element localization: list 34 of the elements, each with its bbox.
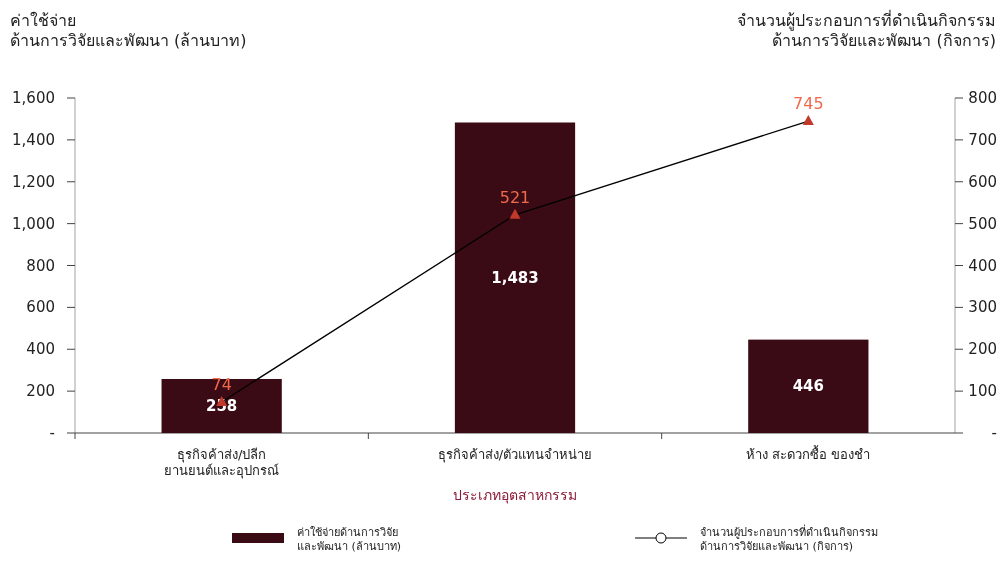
y2-tick-label: -: [991, 424, 997, 442]
y-tick-label: 200: [26, 382, 55, 401]
y-tick-label: 400: [26, 340, 55, 359]
y-tick-label: 1,000: [12, 214, 55, 233]
y2-tick-label: 800: [968, 89, 997, 107]
y2-tick-label: 600: [968, 172, 997, 191]
y-tick-label: 1,400: [12, 130, 55, 149]
y2-axis-title: จำนวนผู้ประกอบการที่ดำเนินกิจกรรม ด้านการวิจัยและพัฒนา (กิจการ): [737, 9, 996, 50]
y-tick-label: 600: [26, 298, 55, 317]
y-tick-label: 1,200: [12, 172, 55, 191]
x-tick-label: ธุรกิจค้าส่ง/ตัวแทนจำหน่าย: [437, 447, 593, 463]
y2-tick-label: 200: [968, 340, 997, 359]
y2-tick-label: 700: [968, 130, 997, 149]
data-label: 446: [792, 377, 824, 396]
y-axis-title: ค่าใช้จ่าย ด้านการวิจัยและพัฒนา (ล้านบาท): [10, 11, 247, 50]
y2-tick-label: 100: [968, 382, 997, 401]
bar: [454, 122, 576, 433]
y2-tick-label: 500: [968, 214, 997, 233]
data-label: 521: [499, 187, 531, 207]
bar: [748, 339, 869, 433]
data-label: 74: [211, 375, 232, 395]
bar: [161, 378, 282, 433]
y2-tick-label: 300: [968, 298, 997, 317]
y-tick-label: 1,600: [12, 89, 55, 107]
x-tick-label: ห้าง สะดวกซื้อ ของชำ: [746, 445, 871, 462]
y-tick-label: -: [49, 424, 55, 442]
y-tick-label: 800: [26, 256, 55, 275]
x-axis-title: ประเภทอุตสาหกรรม: [453, 487, 577, 504]
legend-label: ค่าใช้จ่ายด้านการวิจัย และพัฒนา (ล้านบาท): [297, 526, 402, 553]
y2-tick-label: 400: [968, 256, 997, 275]
x-tick-label: ธุรกิจค้าส่ง/ปลีก ยานยนต์และอุปกรณ์: [164, 447, 280, 480]
data-label: 745: [793, 94, 824, 114]
legend-label: จำนวนผู้ประกอบการที่ดำเนินกิจกรรม ด้านการวิจัยและพัฒนา (กิจการ): [700, 524, 878, 553]
data-label: 1,483: [491, 268, 539, 287]
